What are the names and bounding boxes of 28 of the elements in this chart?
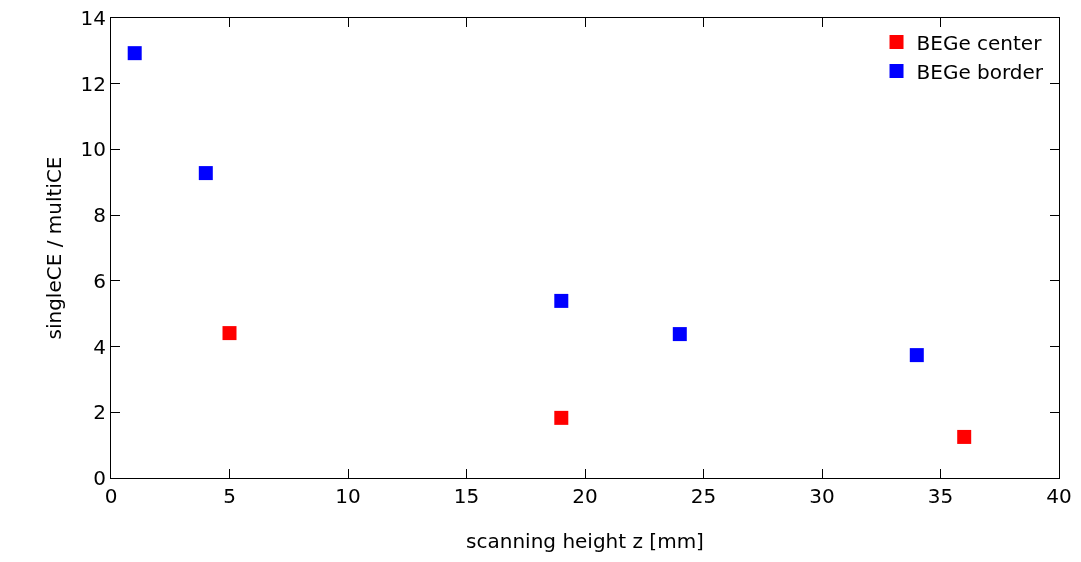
point [957, 429, 972, 444]
y-tick-label: 6 [93, 268, 106, 293]
x-tick-label: 10 [335, 484, 361, 508]
point [554, 293, 569, 308]
x-axis-title: scanning height z [mm] [466, 529, 704, 553]
point [672, 327, 687, 342]
x-tick-label: 25 [690, 484, 717, 508]
point [198, 166, 213, 181]
x-tick-label: 20 [572, 484, 598, 508]
x-tick-label: 30 [809, 484, 835, 508]
legend-label: BEGe border [916, 59, 1044, 84]
y-tick-label: 0 [93, 466, 106, 490]
legend-label: BEGe center [916, 30, 1043, 55]
point [222, 326, 237, 341]
y-tick-label: 10 [80, 137, 106, 162]
y-tick-label: 8 [93, 203, 106, 228]
y-tick-label: 12 [80, 71, 106, 96]
y-tick-label: 4 [93, 334, 106, 359]
y-tick-label: 2 [93, 400, 106, 425]
x-tick-label: 15 [453, 484, 480, 508]
point [554, 410, 569, 425]
y-axis-title: singleCE / multiCE [42, 156, 66, 340]
point [127, 46, 142, 61]
x-tick-label: 5 [223, 484, 236, 508]
x-tick-label: 35 [927, 484, 954, 508]
x-tick-label: 40 [1046, 484, 1072, 508]
point [909, 348, 924, 363]
y-tick-label: 14 [80, 6, 106, 30]
